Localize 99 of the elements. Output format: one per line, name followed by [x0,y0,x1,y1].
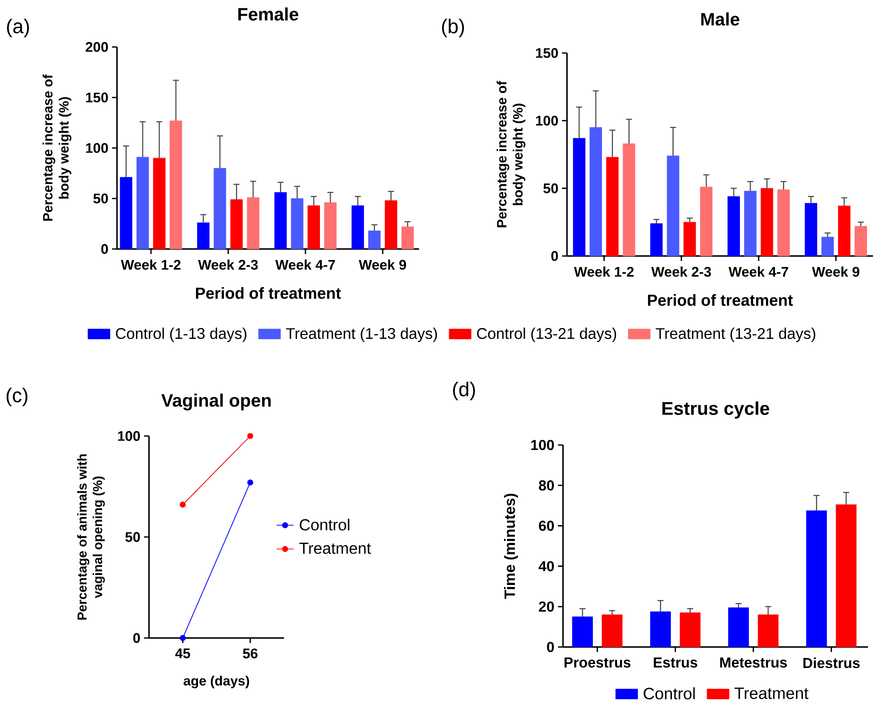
text: (d) [453,382,475,400]
bar [401,226,414,250]
y-tick-label: 40 [538,561,554,572]
bar [308,205,320,250]
y-tick-label: 60 [538,520,554,531]
bar [170,120,182,250]
legend-label: Treatment (13-21 days) [656,328,816,342]
chart-title: Female [238,7,298,21]
x-tick-label: Week 4-7 [275,260,335,270]
legend-label: Treatment [299,542,371,554]
bar [324,202,337,250]
y-axis-title: Percentage of animals with vaginal opening (%) [77,454,105,620]
bar [120,177,132,250]
bar [777,189,790,256]
point [247,433,254,439]
y-tick-label: 0 [133,633,140,643]
bar [246,197,260,250]
legend-label: Treatment (1-13 days) [286,328,437,342]
x-tick-label: Week 9 [358,260,406,270]
legend-label: Control [300,518,350,530]
y-tick-label: 50 [125,532,140,542]
bar [572,138,586,256]
bar [728,607,749,648]
x-tick-label: Week 9 [812,266,860,277]
x-tick-label: Estrus [654,658,698,668]
x-tick-label: Week 4-7 [728,266,788,277]
bar [352,205,364,250]
y-tick-label: 100 [118,431,140,441]
y-axis-title: Percentage increase of body weight (%) [42,74,72,221]
y-tick-label: 50 [543,183,558,194]
y-tick-label: 20 [538,601,554,612]
text: (b) [442,18,464,38]
legend-label: Control (1-13 days) [116,328,246,342]
bar [806,510,827,648]
bar [836,504,857,648]
bar [622,143,636,256]
x-tick-label: Week 2-3 [651,266,711,277]
x-axis-title: Period of treatment [648,294,793,306]
y-tick-label: 200 [86,42,108,52]
chart-title: Vaginal open [161,394,271,410]
y-tick-label: 100 [536,116,558,126]
bar [666,156,680,256]
x-axis-title: age (days) [184,676,250,688]
x-tick-label: 45 [175,648,190,658]
chart-title: Estrus cycle [662,401,770,419]
bar [590,127,602,256]
y-tick-label: 50 [93,194,108,204]
bar [854,226,868,256]
x-tick-label: Diestrus [803,658,860,668]
bar [290,198,304,250]
legend-label: Control (13-21 days) [477,328,616,342]
y-tick-label: 100 [531,440,554,450]
bar [214,168,226,250]
bar [804,203,818,256]
bar [838,206,850,256]
y-tick-label: 150 [536,48,558,58]
y-tick-label: 0 [551,251,558,261]
bar [368,230,381,250]
bar [728,196,740,256]
y-axis-title: Time (minutes) [504,494,518,599]
text: (a) [7,18,29,38]
bar [153,158,166,250]
point [247,479,254,486]
chart-title: Male [701,12,740,26]
x-tick-label: Week 1-2 [574,266,634,277]
bar [650,223,663,256]
bar [760,188,774,256]
x-tick-label: 56 [242,648,258,658]
y-tick-label: 0 [101,244,108,254]
point [180,635,186,641]
y-tick-label: 80 [538,480,554,491]
bar [602,614,622,648]
y-axis-title: Percentage increase of body weight (%) [496,80,526,228]
legend-label: Control [644,687,695,700]
bar [744,190,757,256]
bar [683,222,696,256]
bar [680,612,700,648]
point [180,502,186,508]
bar [650,611,671,648]
bar [197,222,210,250]
x-tick-label: Metestrus [720,658,787,668]
bar [230,199,243,250]
bar [136,156,149,250]
bar [572,616,593,648]
y-tick-label: 0 [547,642,554,652]
x-tick-label: Week 2-3 [198,260,258,270]
y-tick-label: 100 [86,143,108,153]
bar [606,157,619,256]
x-tick-label: Week 1-2 [120,260,181,270]
x-axis-title: Period of treatment [196,287,341,299]
y-tick-label: 150 [86,92,108,102]
text: (c) [6,388,28,406]
x-tick-label: Proestrus [564,658,630,668]
bar [274,192,287,250]
legend-label: Treatment [734,688,808,700]
bar [821,236,834,256]
bar [700,186,712,256]
bar [384,200,398,250]
bar [758,614,779,648]
